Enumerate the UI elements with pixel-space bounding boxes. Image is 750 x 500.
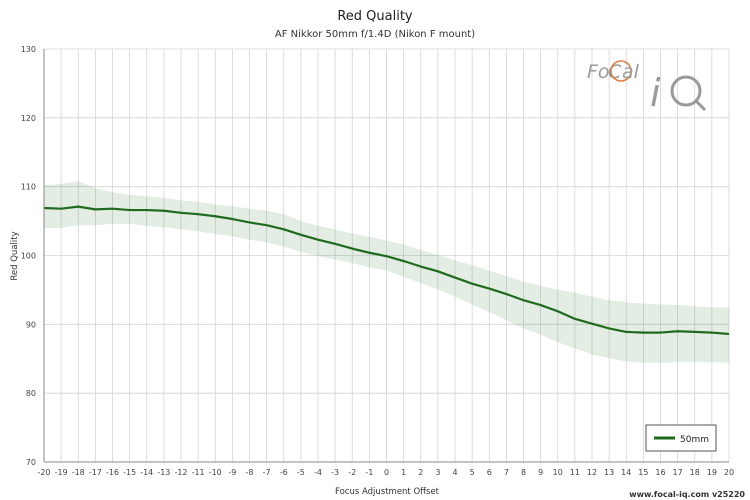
x-tick-label: -20 xyxy=(37,468,50,477)
x-tick-label: 9 xyxy=(538,468,543,477)
x-tick-label: -8 xyxy=(246,468,254,477)
legend: 50mm xyxy=(645,424,717,452)
logo-text-al: al xyxy=(622,61,640,83)
x-tick-label: 13 xyxy=(604,468,614,477)
focal-iq-logo: Fo C al i xyxy=(587,60,707,115)
x-tick-label: -16 xyxy=(106,468,119,477)
x-tick-label: 8 xyxy=(521,468,526,477)
x-tick-label: -11 xyxy=(192,468,205,477)
x-tick-label: -4 xyxy=(314,468,322,477)
x-tick-label: -3 xyxy=(331,468,339,477)
x-tick-label: 7 xyxy=(504,468,509,477)
logo-text-iq: i xyxy=(650,71,661,115)
chart-subtitle: AF Nikkor 50mm f/1.4D (Nikon F mount) xyxy=(275,29,475,40)
x-tick-label: 5 xyxy=(470,468,475,477)
y-tick-label: 100 xyxy=(21,252,36,261)
legend-box xyxy=(645,424,717,452)
x-tick-label: 17 xyxy=(673,468,683,477)
x-tick-label: -9 xyxy=(228,468,236,477)
y-axis-label: Red Quality xyxy=(10,231,20,280)
y-tick-label: 130 xyxy=(21,45,36,54)
series-line-layer xyxy=(43,205,730,336)
x-tick-label: 6 xyxy=(487,468,492,477)
chart-title: Red Quality xyxy=(337,9,413,24)
x-tick-label: -15 xyxy=(123,468,136,477)
x-tick-label: 10 xyxy=(553,468,563,477)
x-tick-label: 14 xyxy=(621,468,631,477)
x-tick-labels: -20 -19 -18 -17 -16 -15 -14 -13 -12 -11 -10 -9 -8 -7-… xyxy=(37,468,734,477)
x-tick-label: 18 xyxy=(690,468,700,477)
x-tick-label: 19 xyxy=(707,468,717,477)
series-line-50mm xyxy=(43,205,730,336)
x-tick-label: -17 xyxy=(89,468,102,477)
x-tick-label: 16 xyxy=(655,468,665,477)
x-tick-label: -6 xyxy=(280,468,288,477)
confidence-band-layer xyxy=(44,181,729,363)
footer-watermark: www.focal-iq.com v25220 xyxy=(629,490,745,499)
x-tick-label: 1 xyxy=(401,468,406,477)
logo-magnifier-handle-icon xyxy=(694,99,707,112)
x-tick-label: -18 xyxy=(72,468,85,477)
x-tick-label: -14 xyxy=(140,468,153,477)
y-tick-labels: 70 80 90 100 110 120 130 xyxy=(21,45,36,467)
y-tick-label: 110 xyxy=(21,183,36,192)
x-tick-label: -5 xyxy=(297,468,305,477)
x-tick-label: -7 xyxy=(263,468,271,477)
x-tick-label: 3 xyxy=(435,468,440,477)
x-tick-label: -19 xyxy=(55,468,68,477)
grid xyxy=(43,48,730,463)
x-tick-label: 2 xyxy=(418,468,423,477)
x-tick-label: 12 xyxy=(587,468,597,477)
plot-frame xyxy=(43,49,729,463)
y-tick-label: 70 xyxy=(26,458,36,467)
logo-ring-icon xyxy=(610,60,632,82)
x-tick-label: -12 xyxy=(174,468,187,477)
x-tick-label: 20 xyxy=(724,468,734,477)
legend-label-50mm: 50mm xyxy=(680,435,709,445)
y-tick-label: 90 xyxy=(26,320,36,329)
logo-text: Fo xyxy=(587,61,610,83)
x-axis-label: Focus Adjustment Offset xyxy=(335,487,440,497)
x-tick-label: 15 xyxy=(638,468,648,477)
x-tick-label: -2 xyxy=(348,468,356,477)
x-tick-label: -13 xyxy=(157,468,170,477)
series-band-50mm xyxy=(44,181,729,363)
logo-magnifier-icon xyxy=(670,75,702,107)
x-tick-label: 11 xyxy=(570,468,580,477)
x-tick-label: 0 xyxy=(384,468,389,477)
x-tick-label: -1 xyxy=(365,468,373,477)
x-tick-label: -10 xyxy=(209,468,222,477)
y-tick-label: 120 xyxy=(21,114,36,123)
y-tick-label: 80 xyxy=(26,389,36,398)
x-tick-label: 4 xyxy=(452,468,457,477)
